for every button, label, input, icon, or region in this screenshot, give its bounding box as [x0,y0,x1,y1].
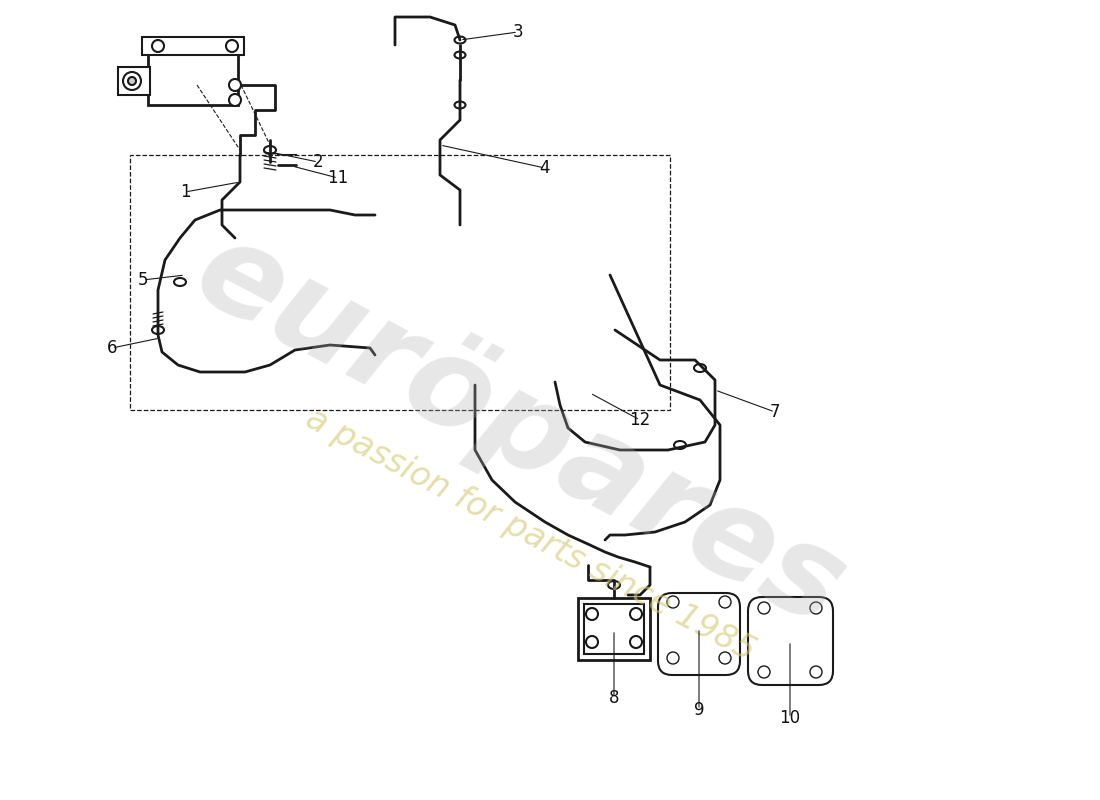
Circle shape [758,666,770,678]
Circle shape [418,338,426,346]
Ellipse shape [590,245,596,251]
Circle shape [758,602,770,614]
Text: 1: 1 [179,183,190,201]
Ellipse shape [608,581,620,589]
Text: 11: 11 [328,169,349,187]
Circle shape [667,596,679,608]
Circle shape [437,287,443,293]
Circle shape [128,77,136,85]
Ellipse shape [234,166,245,174]
Circle shape [404,324,440,360]
Ellipse shape [674,441,686,449]
Bar [118,67,150,95]
Ellipse shape [454,37,465,43]
Circle shape [384,251,396,263]
Bar [375,230,575,385]
Ellipse shape [587,280,600,292]
Bar [130,155,670,410]
Circle shape [417,287,424,293]
FancyBboxPatch shape [658,593,740,675]
Bar [578,598,650,660]
Text: 8: 8 [608,689,619,707]
Circle shape [586,636,598,648]
Text: 9: 9 [694,701,704,719]
Text: 4: 4 [540,159,550,177]
Text: 5: 5 [138,271,148,289]
Bar [379,267,465,377]
Circle shape [667,652,679,664]
Ellipse shape [512,210,518,214]
Circle shape [810,602,822,614]
Circle shape [152,40,164,52]
Polygon shape [575,198,620,385]
Circle shape [586,608,598,620]
Bar [385,312,460,372]
Text: 3: 3 [513,23,524,41]
Ellipse shape [454,102,465,109]
Text: 6: 6 [107,339,118,357]
Ellipse shape [454,206,465,214]
Ellipse shape [442,210,448,214]
Ellipse shape [439,207,451,217]
Ellipse shape [590,283,596,289]
Ellipse shape [404,207,417,217]
Circle shape [810,666,822,678]
Ellipse shape [264,146,276,154]
Ellipse shape [152,326,164,334]
Text: 10: 10 [780,709,801,727]
Circle shape [719,652,732,664]
Bar [142,37,244,55]
Circle shape [630,608,642,620]
Bar [387,272,459,307]
Ellipse shape [590,321,596,327]
Text: a passion for parts since 1985: a passion for parts since 1985 [299,402,760,668]
FancyBboxPatch shape [748,597,833,685]
Circle shape [397,287,403,293]
Text: 7: 7 [770,403,780,421]
Circle shape [226,40,238,52]
Ellipse shape [694,364,706,372]
Text: 12: 12 [629,411,650,429]
Circle shape [229,94,241,106]
Text: 2: 2 [312,153,323,171]
Bar [148,50,238,105]
Circle shape [630,636,642,648]
Circle shape [123,72,141,90]
Text: euröpares: euröpares [175,208,865,652]
Ellipse shape [454,51,465,58]
Ellipse shape [508,207,521,217]
Ellipse shape [407,210,412,214]
Circle shape [539,251,551,263]
Bar [278,155,296,165]
Circle shape [719,596,732,608]
Ellipse shape [473,207,486,217]
Circle shape [229,79,241,91]
Ellipse shape [587,242,600,254]
Ellipse shape [587,318,600,330]
Ellipse shape [477,210,483,214]
Circle shape [412,333,431,351]
Ellipse shape [174,278,186,286]
Polygon shape [375,198,620,230]
Bar [584,604,644,654]
